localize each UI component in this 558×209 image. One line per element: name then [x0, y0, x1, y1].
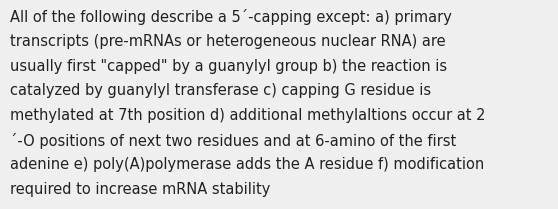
Text: All of the following describe a 5´-capping except: a) primary: All of the following describe a 5´-cappi…: [10, 9, 452, 25]
Text: catalyzed by guanylyl transferase c) capping G residue is: catalyzed by guanylyl transferase c) cap…: [10, 83, 431, 98]
Text: ´-O positions of next two residues and at 6-amino of the first: ´-O positions of next two residues and a…: [10, 133, 456, 149]
Text: usually first "capped" by a guanylyl group b) the reaction is: usually first "capped" by a guanylyl gro…: [10, 59, 447, 74]
Text: transcripts (pre-mRNAs or heterogeneous nuclear RNA) are: transcripts (pre-mRNAs or heterogeneous …: [10, 34, 446, 49]
Text: methylated at 7th position d) additional methylaltions occur at 2: methylated at 7th position d) additional…: [10, 108, 485, 123]
Text: adenine e) poly(A)polymerase adds the A residue f) modification: adenine e) poly(A)polymerase adds the A …: [10, 157, 484, 172]
Text: required to increase mRNA stability: required to increase mRNA stability: [10, 182, 271, 197]
